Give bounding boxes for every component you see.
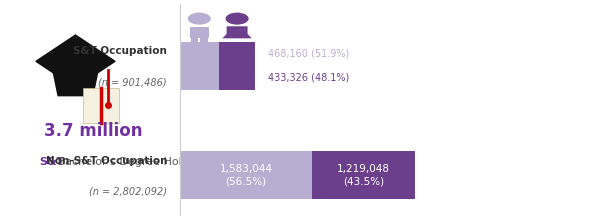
Circle shape: [187, 12, 211, 25]
Bar: [200, 38, 208, 45]
Circle shape: [226, 12, 249, 25]
Polygon shape: [36, 35, 115, 88]
Text: 468,160 (51.9%): 468,160 (51.9%): [268, 49, 349, 59]
Polygon shape: [52, 70, 99, 96]
Polygon shape: [222, 34, 252, 38]
Text: (n = 2,802,092): (n = 2,802,092): [89, 187, 167, 197]
Polygon shape: [83, 88, 119, 123]
Text: S&T: S&T: [40, 157, 65, 167]
Bar: [180, 42, 219, 90]
Text: Non-S&T Occupation: Non-S&T Occupation: [46, 156, 167, 166]
Text: S&T Occupation: S&T Occupation: [73, 46, 167, 57]
Bar: [180, 151, 312, 199]
Bar: [312, 151, 415, 199]
Text: 3.7 million: 3.7 million: [44, 122, 143, 140]
Text: 433,326 (48.1%): 433,326 (48.1%): [268, 73, 349, 83]
Polygon shape: [226, 26, 247, 38]
Text: (n = 901,486): (n = 901,486): [98, 77, 167, 87]
Text: 1,583,044
(56.5%): 1,583,044 (56.5%): [219, 164, 273, 186]
Bar: [190, 27, 208, 38]
Text: Bachelor’s Degree Holders: Bachelor’s Degree Holders: [54, 157, 206, 167]
Bar: [191, 38, 198, 45]
Text: 1,219,048
(43.5%): 1,219,048 (43.5%): [337, 164, 390, 186]
Bar: [219, 42, 255, 90]
